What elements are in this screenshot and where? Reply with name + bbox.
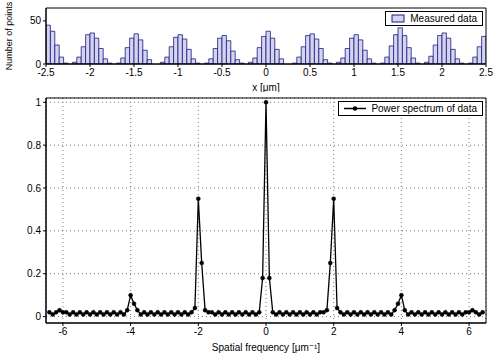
svg-text:0.2: 0.2 xyxy=(27,268,41,279)
svg-text:-0.5: -0.5 xyxy=(213,67,231,78)
svg-text:6: 6 xyxy=(466,326,472,337)
svg-text:-6: -6 xyxy=(58,326,67,337)
svg-text:1.5: 1.5 xyxy=(391,67,405,78)
svg-text:0.5: 0.5 xyxy=(303,67,317,78)
svg-text:-1.5: -1.5 xyxy=(125,67,143,78)
html-text:Measured data: Measured data xyxy=(410,13,477,24)
html-text:Number of points: Number of points xyxy=(4,1,14,71)
svg-text:2: 2 xyxy=(439,67,445,78)
svg-text:0: 0 xyxy=(263,326,269,337)
svg-text:-2.5: -2.5 xyxy=(37,67,55,79)
svg-text:x [μm]: x [μm] xyxy=(252,82,280,92)
html-text:Power spectrum of data: Power spectrum of data xyxy=(371,103,477,114)
svg-text:0: 0 xyxy=(35,311,41,322)
svg-text:4: 4 xyxy=(399,326,405,337)
svg-text:Spatial frequency [μm⁻¹]: Spatial frequency [μm⁻¹] xyxy=(212,342,321,353)
svg-text:0.8: 0.8 xyxy=(27,140,41,151)
svg-text:2.5: 2.5 xyxy=(479,67,492,78)
svg-text:0.4: 0.4 xyxy=(27,225,41,236)
svg-text:50: 50 xyxy=(30,15,42,26)
svg-text:-4: -4 xyxy=(126,326,135,337)
svg-text:1: 1 xyxy=(351,67,357,78)
svg-text:0.6: 0.6 xyxy=(27,183,41,194)
svg-text:2: 2 xyxy=(331,326,337,337)
svg-text:-2: -2 xyxy=(86,67,95,78)
svg-text:-2: -2 xyxy=(194,326,203,337)
svg-text:0: 0 xyxy=(263,67,269,78)
svg-text:0: 0 xyxy=(35,59,41,70)
svg-text:1: 1 xyxy=(35,97,41,108)
svg-text:-1: -1 xyxy=(174,67,183,78)
